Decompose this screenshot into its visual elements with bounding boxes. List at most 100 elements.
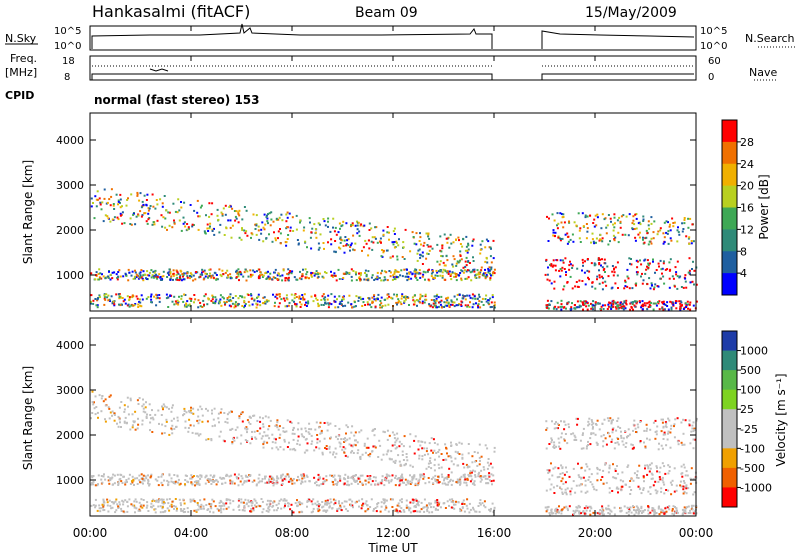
range-time-cell (640, 263, 643, 266)
range-time-cell (544, 506, 547, 509)
range-time-cell (493, 446, 496, 449)
range-time-cell (465, 264, 468, 267)
range-time-cell (245, 475, 248, 478)
range-time-cell (660, 268, 663, 271)
range-time-cell (182, 273, 185, 276)
range-time-cell (656, 466, 658, 469)
range-time-cell (330, 243, 333, 246)
range-time-cell (472, 482, 475, 485)
range-time-cell (298, 296, 301, 299)
range-time-cell (210, 503, 213, 505)
range-time-cell (287, 475, 290, 478)
range-time-cell (637, 426, 640, 429)
range-time-cell (163, 479, 166, 482)
range-time-cell (214, 296, 217, 299)
range-time-cell (271, 447, 274, 450)
range-time-cell (489, 278, 492, 281)
range-time-cell (659, 259, 662, 262)
range-time-cell (107, 406, 110, 409)
range-time-cell (574, 285, 577, 288)
range-time-cell (609, 417, 612, 420)
range-time-cell (139, 271, 142, 274)
range-time-cell (670, 239, 673, 242)
range-time-cell (627, 435, 630, 437)
range-time-cell (406, 268, 408, 271)
range-time-cell (412, 299, 415, 302)
range-time-cell (613, 239, 616, 242)
range-time-cell (644, 258, 647, 261)
range-time-cell (662, 232, 665, 235)
range-time-cell (477, 505, 480, 507)
range-time-cell (231, 224, 234, 227)
range-time-cell (478, 463, 481, 466)
range-time-cell (481, 502, 484, 505)
range-time-cell (325, 510, 328, 513)
range-time-cell (166, 507, 169, 510)
range-time-cell (255, 505, 258, 508)
range-time-cell (91, 401, 94, 404)
range-time-cell (243, 481, 246, 484)
range-time-cell (630, 306, 633, 309)
range-time-cell (405, 456, 408, 459)
range-time-cell (323, 422, 326, 424)
range-time-cell (468, 511, 471, 514)
range-time-cell (605, 507, 607, 510)
range-time-cell (553, 427, 556, 430)
range-time-cell (482, 466, 485, 469)
range-time-cell (358, 499, 361, 502)
range-time-cell (556, 422, 559, 425)
range-time-cell (649, 287, 652, 290)
range-time-cell (329, 474, 332, 477)
range-time-cell (314, 294, 317, 297)
range-time-cell (601, 240, 604, 243)
range-time-cell (598, 428, 601, 431)
range-time-cell (362, 502, 365, 505)
range-time-cell (642, 476, 645, 479)
range-time-cell (301, 294, 304, 296)
range-time-cell (197, 475, 200, 478)
range-time-cell (386, 293, 389, 296)
range-time-cell (345, 222, 348, 225)
range-time-cell (327, 241, 329, 244)
range-time-cell (469, 470, 472, 473)
range-time-cell (643, 302, 646, 305)
range-time-cell (350, 268, 353, 271)
range-time-cell (607, 243, 610, 246)
range-time-cell (183, 272, 185, 275)
range-time-cell (394, 459, 397, 462)
range-time-cell (323, 437, 326, 440)
range-time-cell (173, 219, 175, 222)
range-time-cell (284, 475, 287, 478)
range-time-cell (674, 302, 677, 304)
range-time-cell (430, 502, 432, 505)
range-time-cell (413, 242, 416, 245)
range-time-cell (245, 502, 248, 505)
range-time-cell (182, 222, 185, 225)
range-time-cell (120, 510, 123, 512)
range-time-cell (583, 271, 586, 274)
range-time-cell (602, 469, 605, 472)
range-time-cell (324, 296, 327, 299)
range-time-cell (465, 235, 468, 238)
range-time-cell (382, 453, 385, 456)
range-time-cell (244, 427, 247, 430)
range-time-cell (268, 437, 271, 440)
range-time-cell (407, 482, 410, 485)
range-time-cell (192, 498, 195, 501)
range-time-cell (389, 271, 392, 274)
range-time-cell (611, 265, 614, 267)
range-time-cell (104, 298, 107, 301)
range-time-cell (102, 275, 105, 278)
range-time-cell (302, 473, 305, 476)
range-time-cell (548, 443, 551, 445)
range-time-cell (258, 238, 261, 241)
range-time-cell (547, 307, 550, 310)
range-time-cell (140, 206, 143, 209)
range-time-cell (182, 278, 185, 281)
range-time-cell (462, 271, 465, 274)
range-time-cell (553, 287, 556, 290)
range-time-cell (351, 445, 354, 448)
range-time-cell (578, 476, 581, 479)
range-time-cell (656, 470, 659, 473)
range-time-cell (436, 479, 439, 481)
